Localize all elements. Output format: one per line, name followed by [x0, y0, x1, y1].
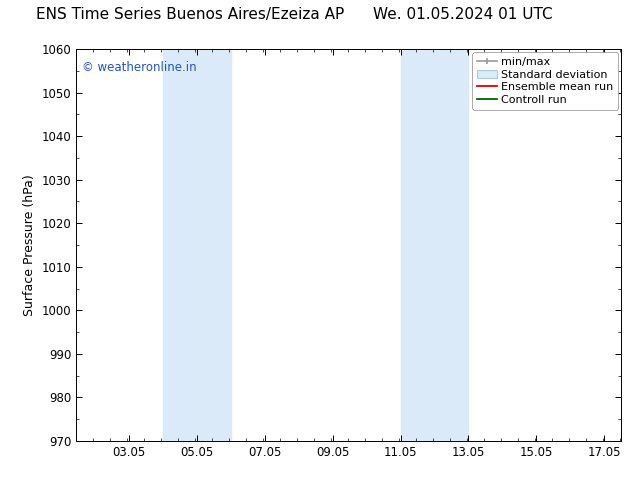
Bar	[401, 49, 469, 441]
Text: We. 01.05.2024 01 UTC: We. 01.05.2024 01 UTC	[373, 7, 553, 22]
Text: ENS Time Series Buenos Aires/Ezeiza AP: ENS Time Series Buenos Aires/Ezeiza AP	[36, 7, 344, 22]
Y-axis label: Surface Pressure (hPa): Surface Pressure (hPa)	[23, 174, 36, 316]
Legend: min/max, Standard deviation, Ensemble mean run, Controll run: min/max, Standard deviation, Ensemble me…	[472, 52, 618, 110]
Bar	[163, 49, 231, 441]
Text: © weatheronline.in: © weatheronline.in	[82, 61, 196, 74]
